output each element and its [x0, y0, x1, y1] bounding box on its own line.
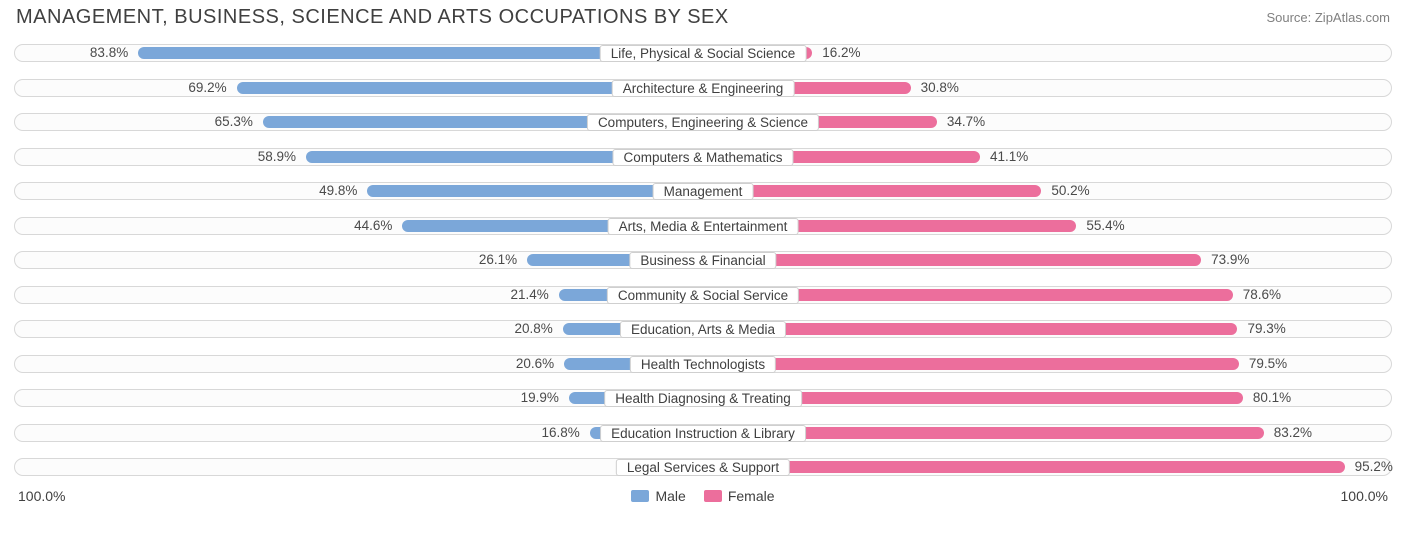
chart-rows: 83.8% 16.2% Life, Physical & Social Scienc… [10, 35, 1396, 481]
female-value: 83.2% [1274, 425, 1312, 441]
male-value: 16.8% [542, 425, 580, 441]
female-value: 79.5% [1249, 356, 1287, 372]
chart-footer: 100.0% Male Female 100.0% [10, 488, 1396, 504]
female-value: 34.7% [947, 114, 985, 130]
male-value: 69.2% [188, 80, 226, 96]
female-value: 30.8% [921, 80, 959, 96]
category-label: Health Diagnosing & Treating [604, 390, 802, 407]
female-value: 41.1% [990, 149, 1028, 165]
table-row: 21.4% 78.6% Community & Social Service [14, 281, 1392, 309]
table-row: 20.8% 79.3% Education, Arts & Media [14, 315, 1392, 343]
legend-male-swatch [631, 490, 649, 502]
female-value: 55.4% [1086, 218, 1124, 234]
table-row: 44.6% 55.4% Arts, Media & Entertainment [14, 212, 1392, 240]
category-label: Life, Physical & Social Science [600, 45, 807, 62]
table-row: 16.8% 83.2% Education Instruction & Librar… [14, 419, 1392, 447]
legend-male-label: Male [655, 488, 685, 504]
table-row: 19.9% 80.1% Health Diagnosing & Treating [14, 384, 1392, 412]
female-value: 95.2% [1355, 459, 1393, 475]
male-value: 49.8% [319, 183, 357, 199]
legend-female-swatch [704, 490, 722, 502]
male-value: 83.8% [90, 45, 128, 61]
chart-header: MANAGEMENT, BUSINESS, SCIENCE AND ARTS O… [10, 4, 1396, 35]
female-value: 16.2% [822, 45, 860, 61]
female-value: 73.9% [1211, 252, 1249, 268]
legend-female: Female [704, 488, 775, 504]
male-value: 21.4% [510, 287, 548, 303]
legend-female-label: Female [728, 488, 775, 504]
female-value: 79.3% [1247, 321, 1285, 337]
female-value: 50.2% [1051, 183, 1089, 199]
occupations-by-sex-chart: MANAGEMENT, BUSINESS, SCIENCE AND ARTS O… [0, 0, 1406, 559]
male-value: 58.9% [258, 149, 296, 165]
category-label: Community & Social Service [607, 287, 799, 304]
chart-title: MANAGEMENT, BUSINESS, SCIENCE AND ARTS O… [16, 6, 729, 29]
category-label: Computers & Mathematics [612, 149, 793, 166]
table-row: 26.1% 73.9% Business & Financial [14, 246, 1392, 274]
female-bar [703, 358, 1239, 370]
category-label: Legal Services & Support [616, 459, 790, 476]
male-value: 20.8% [515, 321, 553, 337]
category-label: Computers, Engineering & Science [587, 114, 819, 131]
table-row: 4.8%95.2%Legal Services & Support [14, 453, 1392, 481]
table-row: 65.3% 34.7% Computers, Engineering & Scien… [14, 108, 1392, 136]
table-row: 20.6% 79.5% Health Technologists [14, 350, 1392, 378]
chart-source: Source: ZipAtlas.com [1266, 6, 1390, 25]
table-row: 58.9% 41.1% Computers & Mathematics [14, 143, 1392, 171]
category-label: Education, Arts & Media [620, 321, 786, 338]
category-label: Architecture & Engineering [612, 80, 795, 97]
male-value: 19.9% [521, 390, 559, 406]
female-bar [703, 185, 1041, 197]
category-label: Management [653, 183, 754, 200]
category-label: Business & Financial [629, 252, 776, 269]
female-value: 80.1% [1253, 390, 1291, 406]
category-label: Education Instruction & Library [600, 425, 806, 442]
table-row: 69.2% 30.8% Architecture & Engineering [14, 74, 1392, 102]
female-value: 78.6% [1243, 287, 1281, 303]
category-label: Health Technologists [630, 356, 776, 373]
axis-right-label: 100.0% [1341, 488, 1388, 504]
category-label: Arts, Media & Entertainment [608, 218, 799, 235]
legend-male: Male [631, 488, 685, 504]
male-value: 65.3% [215, 114, 253, 130]
female-bar [703, 461, 1345, 473]
male-value: 20.6% [516, 356, 554, 372]
legend: Male Female [631, 488, 774, 504]
table-row: 83.8% 16.2% Life, Physical & Social Scienc… [14, 39, 1392, 67]
axis-left-label: 100.0% [18, 488, 65, 504]
table-row: 49.8% 50.2% Management [14, 177, 1392, 205]
female-bar [703, 254, 1201, 266]
male-value: 44.6% [354, 218, 392, 234]
male-value: 26.1% [479, 252, 517, 268]
